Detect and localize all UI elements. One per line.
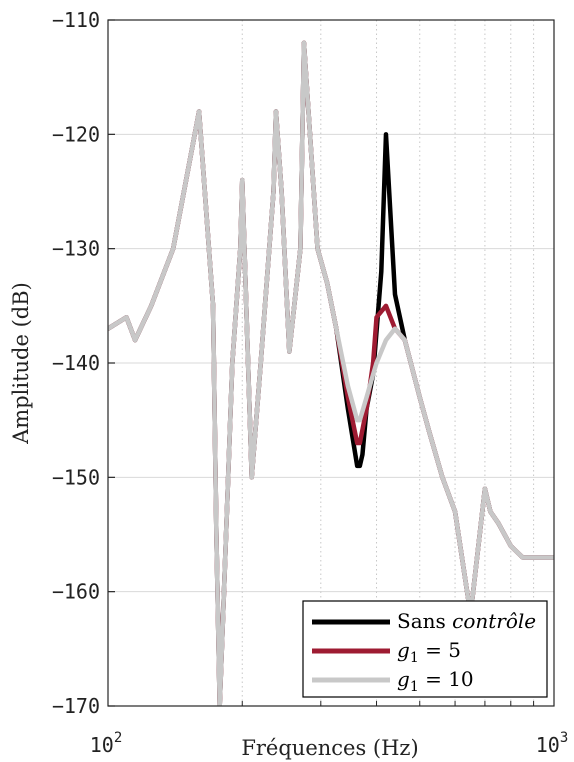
legend-label-g1-10: g1 = 10	[397, 667, 474, 695]
x-tick-label: 102	[90, 730, 123, 757]
legend: Sans contrôle g1 = 5 g1 = 10	[302, 600, 548, 698]
legend-label-sans-controle: Sans contrôle	[397, 609, 536, 633]
y-tick-labels: −110 −120 −130 −140 −150 −160 −170	[52, 8, 100, 718]
y-tick-label: −140	[52, 351, 100, 375]
grid-lines	[108, 20, 554, 706]
axis-ticks	[108, 19, 535, 707]
series-line-g1-10	[108, 40, 554, 706]
y-tick-label: −160	[52, 580, 100, 604]
x-tick-labels: 102 103	[90, 730, 569, 757]
y-tick-label: −120	[52, 122, 100, 146]
y-axis-label: Amplitude (dB)	[9, 282, 33, 445]
legend-label-g1-5: g1 = 5	[397, 638, 461, 666]
y-tick-label: −150	[52, 465, 100, 489]
series-lines	[108, 40, 554, 706]
y-tick-label: −170	[52, 694, 100, 718]
y-tick-label: −110	[52, 8, 100, 32]
x-tick-label: 103	[536, 730, 569, 757]
x-axis-label: Fréquences (Hz)	[241, 736, 418, 760]
y-tick-label: −130	[52, 237, 100, 261]
